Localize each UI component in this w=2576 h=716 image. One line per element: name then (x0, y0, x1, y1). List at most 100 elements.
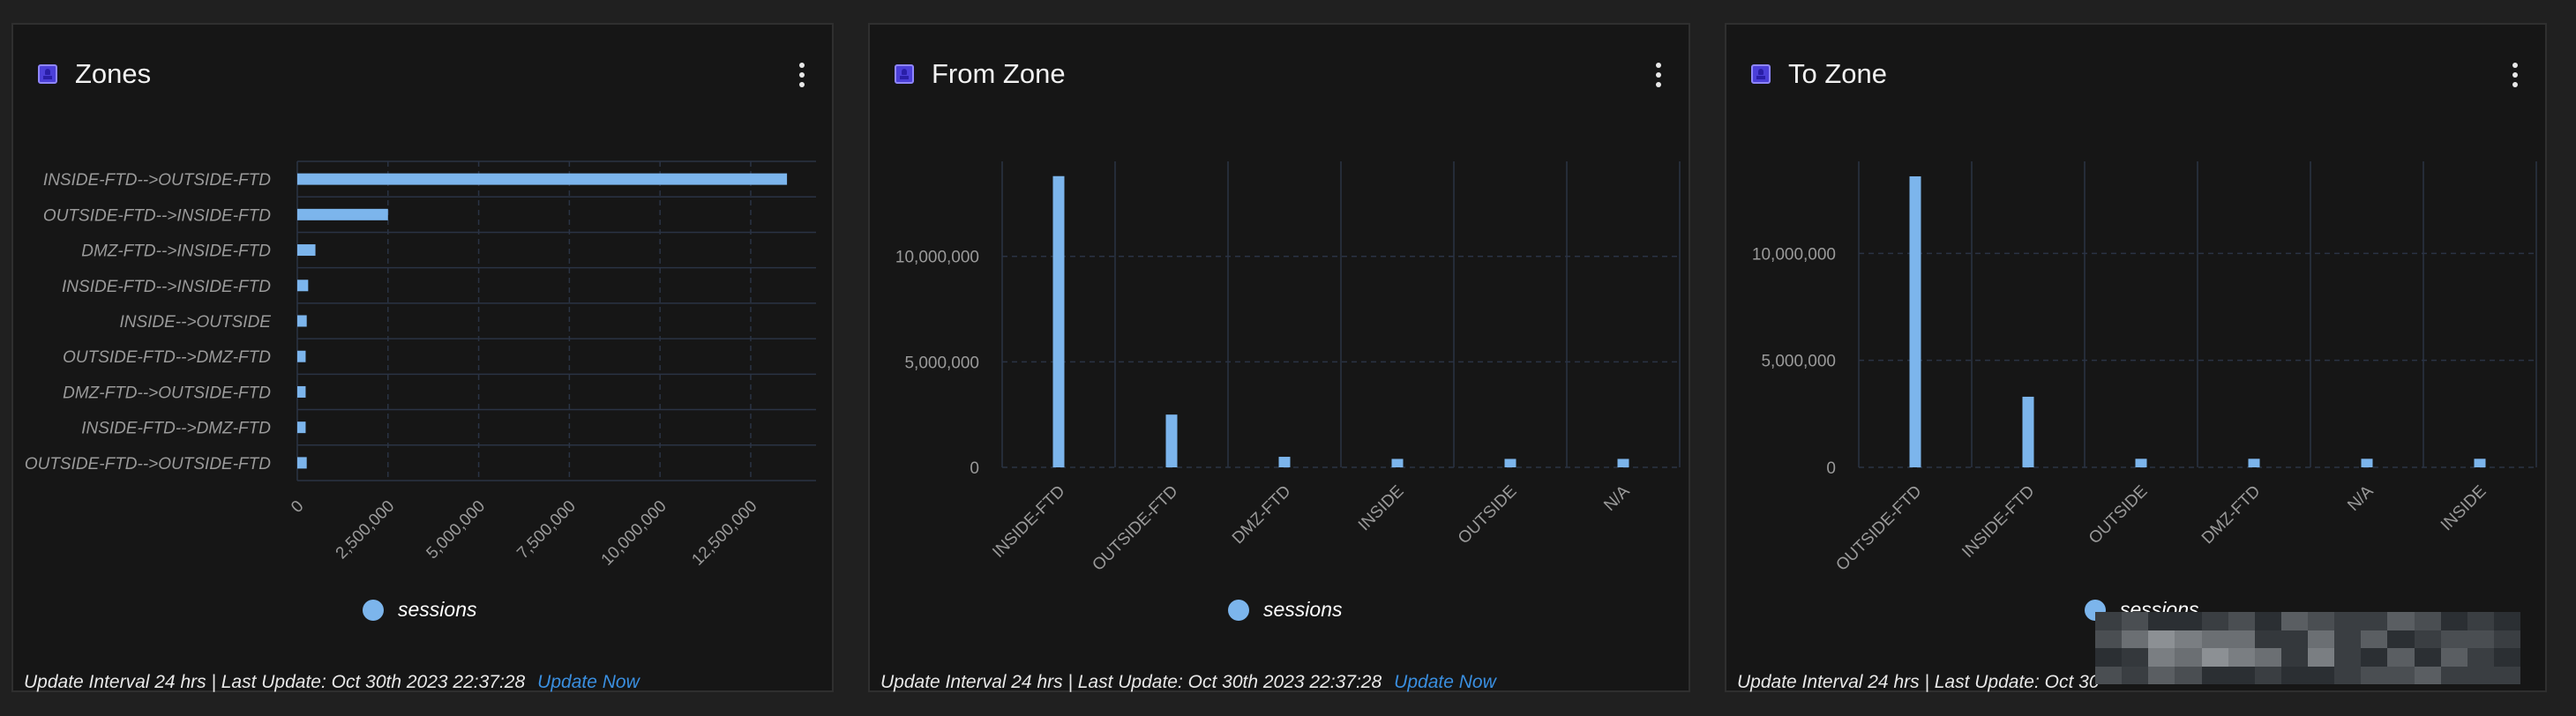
user-badge-icon (38, 64, 57, 84)
chart-bar[interactable] (1504, 459, 1516, 467)
zones-bar-chart: INSIDE-FTD-->OUTSIDE-FTD OUTSIDE-FTD-->IN… (25, 160, 816, 570)
chart-bar[interactable] (2474, 459, 2486, 467)
redaction-pixel (2175, 612, 2202, 630)
x-tick-label: 2,500,000 (333, 497, 399, 563)
y-tick-label: 10,000,000 (1752, 245, 1836, 264)
chart-bar[interactable] (297, 457, 307, 469)
from-zone-widget: From Zone 0 5,000,000 10,000,000 INSIDE-FTD… (868, 23, 1690, 692)
zones-widget: Zones INSIDE-FTD-->OUTSIDE-FTD OUTSIDE-FT… (11, 23, 834, 692)
chart-bar[interactable] (2135, 459, 2147, 467)
chart-bar[interactable] (1165, 414, 1178, 467)
chart-bar[interactable] (1278, 457, 1291, 467)
redaction-pixel (2228, 630, 2255, 648)
chart-bar[interactable] (297, 385, 306, 398)
chart-bar[interactable] (2248, 459, 2260, 467)
category-label: INSIDE-FTD-->OUTSIDE-FTD (43, 171, 271, 190)
redaction-pixel (2201, 612, 2228, 630)
chart-bar[interactable] (1052, 175, 1065, 468)
redaction-pixel (2440, 612, 2467, 630)
chart-bar[interactable] (2361, 459, 2373, 467)
chart-legend[interactable]: sessions (363, 598, 476, 624)
redaction-pixel (2414, 630, 2441, 648)
redaction-pixel (2387, 648, 2415, 667)
redaction-pixel (2440, 666, 2467, 684)
chart-bar[interactable] (297, 244, 316, 257)
category-label: INSIDE-FTD-->DMZ-FTD (81, 420, 271, 438)
chart-legend[interactable]: sessions (1228, 598, 1342, 624)
redaction-pixel (2254, 630, 2281, 648)
user-badge-icon (1751, 64, 1771, 84)
redaction-pixel (2148, 630, 2175, 648)
redaction-pixel (2280, 630, 2308, 648)
y-tick-label: 10,000,000 (895, 249, 979, 267)
widget-footer: Update Interval 24 hrs | Last Update: Oc… (24, 672, 640, 693)
legend-marker (1228, 599, 1249, 621)
redaction-pixel (2334, 612, 2362, 630)
redaction-pixel (2280, 666, 2308, 684)
redaction-pixel (2467, 612, 2494, 630)
from-zone-bar-chart: 0 5,000,000 10,000,000 INSIDE-FTD OUTSIDE-FT… (895, 161, 1681, 575)
redaction-pixel (2148, 612, 2175, 630)
to-zone-bar-chart: 0 5,000,000 10,000,000 OUTSIDE-FTD INSIDE-FT… (1752, 161, 2537, 575)
redaction-pixel (2122, 648, 2149, 667)
update-info-text: Update Interval 24 hrs | Last Update: Oc… (24, 672, 526, 692)
category-label: DMZ-FTD-->INSIDE-FTD (81, 242, 271, 261)
redaction-pixel (2493, 666, 2520, 684)
chart-bar[interactable] (1909, 175, 1921, 467)
y-tick-label: 0 (970, 459, 979, 478)
widget-header: To Zone (1726, 25, 2545, 122)
x-tick-label: 5,000,000 (423, 497, 490, 563)
redaction-pixel (2467, 648, 2494, 667)
widget-title: From Zone (932, 58, 1066, 89)
redaction-pixel (2308, 630, 2335, 648)
redaction-pixel (2334, 666, 2362, 684)
kebab-menu-icon[interactable] (2510, 63, 2520, 89)
redaction-pixel (2175, 630, 2202, 648)
widget-title: To Zone (1788, 58, 1888, 89)
chart-bar[interactable] (1391, 459, 1404, 467)
kebab-menu-icon[interactable] (797, 63, 807, 89)
x-tick-label: 12,500,000 (688, 497, 760, 570)
redaction-pixel (2361, 612, 2388, 630)
widget-header: Zones (13, 25, 832, 122)
y-tick-label: 5,000,000 (1761, 353, 1836, 371)
x-tick-label: 10,000,000 (598, 497, 670, 570)
x-category-label: INSIDE-FTD (989, 482, 1068, 562)
redaction-pixel (2201, 666, 2228, 684)
x-category-label: N/A (2344, 481, 2377, 514)
redaction-pixel (2334, 630, 2362, 648)
x-category-label: DMZ-FTD (1229, 482, 1295, 548)
redaction-pixel (2387, 630, 2415, 648)
redaction-pixel (2387, 666, 2415, 684)
x-category-label: DMZ-FTD (2198, 482, 2265, 548)
chart-bar[interactable] (297, 350, 306, 362)
update-now-link[interactable]: Update Now (1394, 672, 1496, 692)
chart-bar[interactable] (297, 315, 307, 327)
redaction-pixel (2175, 666, 2202, 684)
x-category-label: OUTSIDE-FTD (1089, 482, 1181, 575)
chart-bar[interactable] (297, 421, 306, 434)
y-tick-label: 5,000,000 (904, 354, 979, 372)
x-category-label: INSIDE (1355, 482, 1408, 535)
x-tick-label: 7,500,000 (513, 497, 580, 563)
category-label: INSIDE-->OUTSIDE (119, 313, 271, 332)
redaction-pixel (2122, 666, 2149, 684)
redaction-pixel (2467, 666, 2494, 684)
redaction-pixel (2228, 648, 2255, 667)
x-tick-label: 0 (288, 497, 307, 517)
redaction-pixel (2361, 630, 2388, 648)
chart-bar[interactable] (297, 280, 309, 292)
kebab-menu-icon[interactable] (1653, 63, 1664, 89)
update-now-link[interactable]: Update Now (537, 672, 640, 692)
redaction-pixel (2334, 648, 2362, 667)
chart-bar[interactable] (297, 173, 788, 185)
chart-bar[interactable] (2022, 396, 2034, 467)
x-category-label: INSIDE-FTD (1958, 482, 2038, 562)
redaction-pixel (2254, 648, 2281, 667)
chart-bar[interactable] (1617, 459, 1629, 467)
chart-bar[interactable] (297, 208, 388, 220)
redaction-pixel (2201, 630, 2228, 648)
redaction-pixel (2493, 648, 2520, 667)
update-info-text: Update Interval 24 hrs | Last Update: Oc… (1737, 672, 2100, 692)
